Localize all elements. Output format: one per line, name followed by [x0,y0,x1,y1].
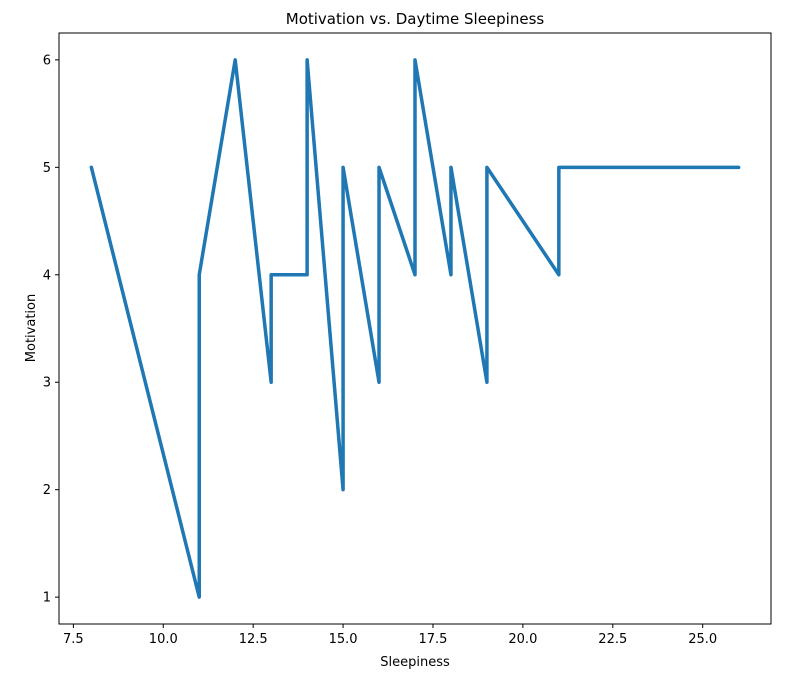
y-tick-label: 2 [43,483,51,498]
x-tick-label: 20.0 [508,632,537,647]
series-line-0 [89,58,741,599]
y-tick-label: 4 [43,268,51,283]
x-tick-label: 12.5 [239,632,268,647]
chart-title: Motivation vs. Daytime Sleepiness [286,10,545,28]
y-tick-label: 3 [43,376,51,391]
x-tick-label: 10.0 [149,632,178,647]
x-tick-label: 17.5 [419,632,448,647]
ticks: 7.5 10.0 12.5 15.0 17.5 20.0 22.5 25.0 1 2 3 4 5 6 [43,53,717,647]
x-tick-label: 25.0 [688,632,717,647]
x-axis-title: Sleepiness [380,655,450,670]
y-tick-label: 1 [43,591,51,606]
y-tick-label: 5 [43,161,51,176]
series [89,58,741,599]
plot-area-frame [58,32,772,625]
y-tick-label: 6 [43,53,51,68]
x-tick-label: 7.5 [63,632,84,647]
x-tick-label: 22.5 [598,632,627,647]
x-tick-label: 15.0 [329,632,358,647]
y-axis-title: Motivation [24,294,39,362]
